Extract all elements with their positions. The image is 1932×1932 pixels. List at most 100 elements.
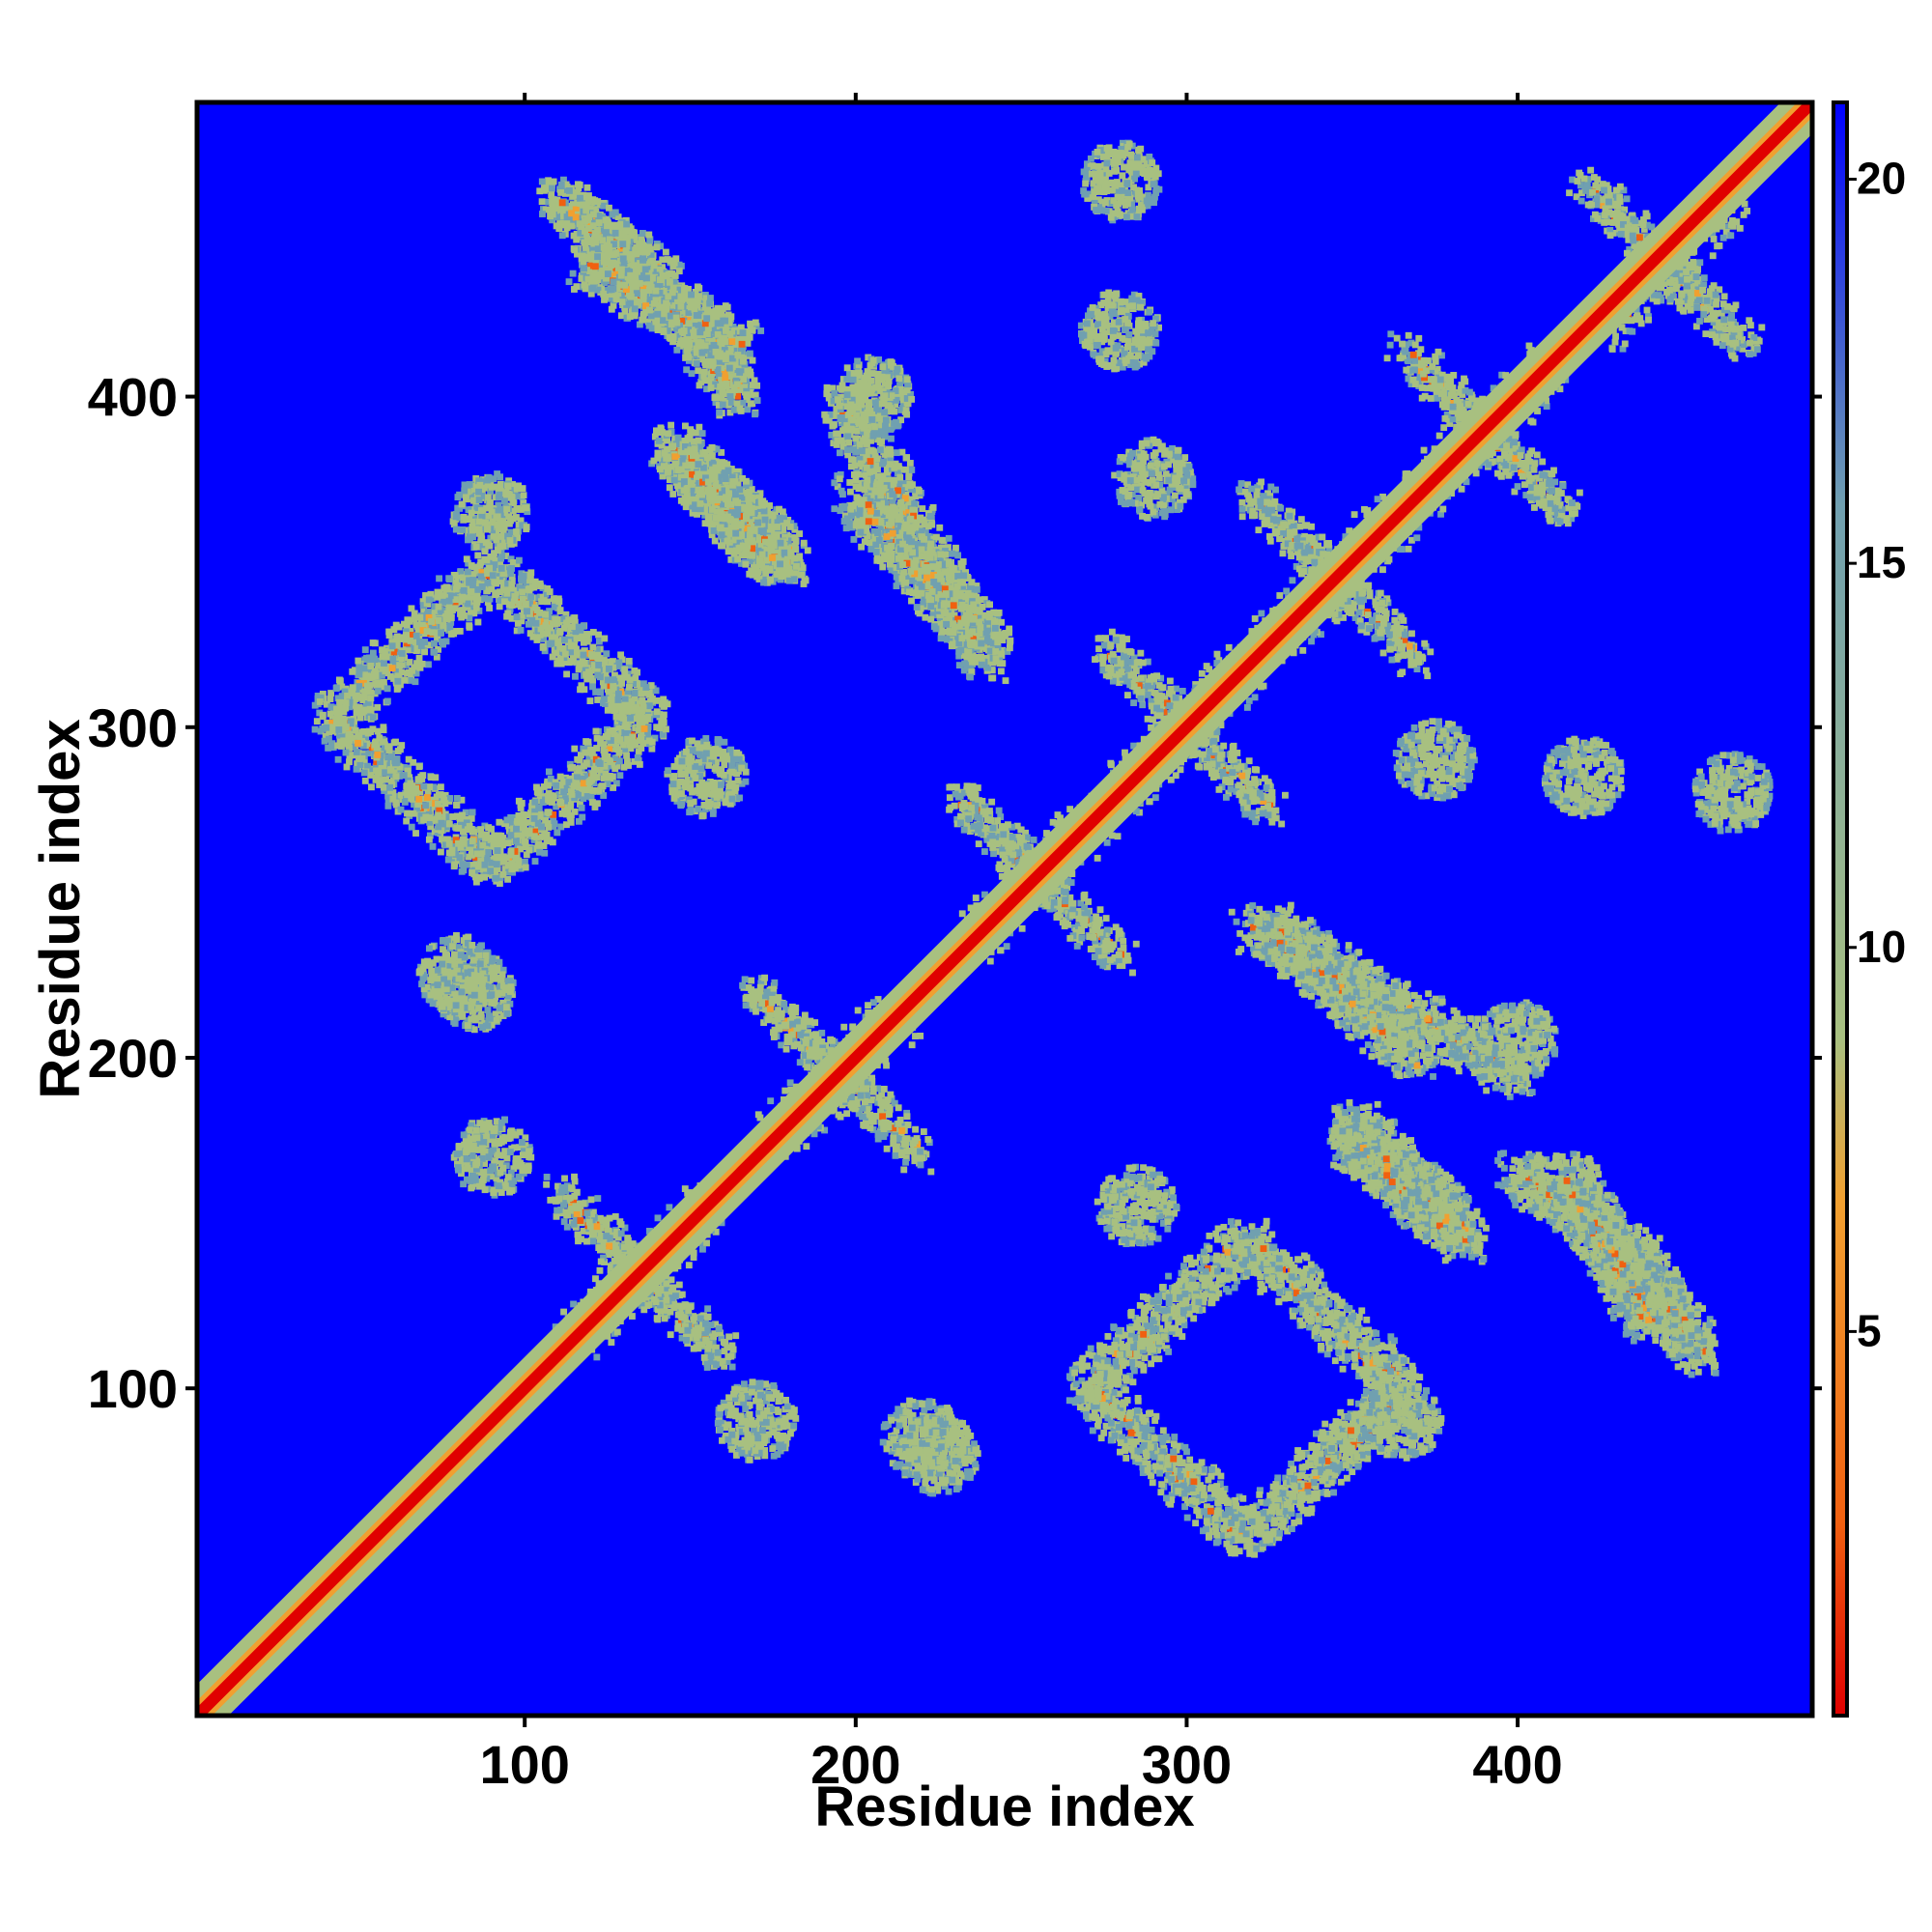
contact-cell xyxy=(366,728,374,735)
contact-cell xyxy=(335,731,343,739)
contact-cell xyxy=(1331,1357,1339,1365)
contact-cell xyxy=(1117,1439,1124,1447)
contact-cell xyxy=(632,741,639,749)
contact-cell xyxy=(360,727,368,735)
contact-cell xyxy=(541,626,549,633)
contact-cell xyxy=(1191,1269,1199,1277)
contact-cell xyxy=(441,791,449,799)
contact-cell xyxy=(1268,1231,1276,1238)
contact-cell xyxy=(527,810,534,817)
contact-cell xyxy=(610,658,616,666)
contact-cell xyxy=(1238,1525,1245,1533)
contact-cell xyxy=(613,663,621,669)
contact-cell xyxy=(460,839,468,847)
contact-cell xyxy=(1236,1256,1243,1264)
contact-ring-0-4 xyxy=(311,694,516,886)
contact-cell xyxy=(1122,1349,1129,1356)
contact-cell xyxy=(1330,1428,1338,1435)
contact-cell xyxy=(427,823,435,831)
contact-cell xyxy=(493,576,500,583)
contact-cell xyxy=(373,744,381,752)
contact-cell xyxy=(1368,1340,1376,1348)
contact-cell xyxy=(463,819,470,827)
contact-cell xyxy=(438,819,445,827)
contact-cell xyxy=(355,683,363,690)
contact-cell xyxy=(1151,1355,1158,1363)
contact-cell xyxy=(620,741,627,749)
contact-cell xyxy=(1299,1321,1307,1328)
contact-cell xyxy=(405,668,412,676)
contact-cell xyxy=(526,577,533,584)
contact-cell xyxy=(1334,1465,1342,1473)
contact-cell xyxy=(469,869,476,876)
contact-cell xyxy=(347,733,355,741)
contact-cell xyxy=(611,671,618,679)
contact-cell xyxy=(528,616,536,624)
contact-cell xyxy=(438,638,445,645)
contact-cell xyxy=(414,801,422,808)
contact-cell xyxy=(1151,1453,1158,1461)
contact-cell xyxy=(469,828,476,836)
contact-cell xyxy=(1100,1343,1108,1350)
contact-cell xyxy=(1303,1254,1311,1262)
contact-cell xyxy=(367,750,374,757)
contact-cell xyxy=(1115,1390,1122,1398)
contact-cell xyxy=(1307,1282,1315,1290)
contact-cell xyxy=(353,749,360,755)
contact-cell xyxy=(526,827,533,835)
contact-cell xyxy=(624,735,631,743)
contact-cell xyxy=(659,720,666,727)
contact-cell xyxy=(614,690,622,697)
contact-cell xyxy=(469,844,477,852)
contact-cell xyxy=(621,696,629,703)
contact-cell xyxy=(477,857,485,865)
contact-cell xyxy=(425,613,433,621)
contact-cell xyxy=(1348,1427,1354,1435)
contact-cell xyxy=(574,774,581,781)
contact-cell xyxy=(1179,1303,1187,1311)
contact-cell xyxy=(455,839,462,847)
contact-cell xyxy=(1246,1257,1254,1264)
contact-cell xyxy=(1165,1349,1173,1355)
contact-cell xyxy=(1134,1397,1142,1405)
contact-cell xyxy=(1306,1276,1313,1284)
contact-cell xyxy=(340,737,348,745)
contact-cell xyxy=(589,629,597,636)
contact-cell xyxy=(1387,1368,1394,1375)
contact-cell xyxy=(1247,1244,1255,1252)
contact-cell xyxy=(473,850,481,858)
contact-cell xyxy=(1116,1368,1123,1376)
contact-cell xyxy=(626,683,633,691)
contact-cell xyxy=(338,683,346,691)
contact-cell xyxy=(564,806,572,813)
contact-cell xyxy=(574,755,582,763)
contact-cell xyxy=(645,702,653,710)
contact-cell xyxy=(458,867,466,875)
contact-cell xyxy=(432,774,440,781)
contact-cell xyxy=(1134,1348,1142,1355)
contact-cell xyxy=(635,748,642,755)
contact-cell xyxy=(1134,1360,1142,1368)
contact-cell xyxy=(1087,1384,1094,1392)
contact-cell xyxy=(1213,1531,1221,1539)
contact-cell xyxy=(487,553,495,560)
contact-cell xyxy=(327,710,334,718)
contact-cell xyxy=(1269,1528,1277,1536)
contact-cell xyxy=(541,849,549,857)
contact-cell xyxy=(594,696,602,703)
contact-cell xyxy=(346,758,353,766)
contact-cell xyxy=(403,632,410,639)
contact-cell xyxy=(496,880,503,887)
contact-cell xyxy=(422,802,430,810)
contact-cell xyxy=(593,800,601,808)
contact-cell xyxy=(581,659,588,667)
contact-cell xyxy=(326,735,332,743)
contact-cell xyxy=(450,571,458,579)
contact-cell xyxy=(378,765,385,772)
contact-cell xyxy=(1085,1350,1093,1358)
contact-cell xyxy=(532,828,540,836)
contact-cell xyxy=(631,668,639,674)
contact-cell xyxy=(452,837,460,844)
contact-cell xyxy=(353,703,360,711)
contact-cell xyxy=(587,793,595,801)
